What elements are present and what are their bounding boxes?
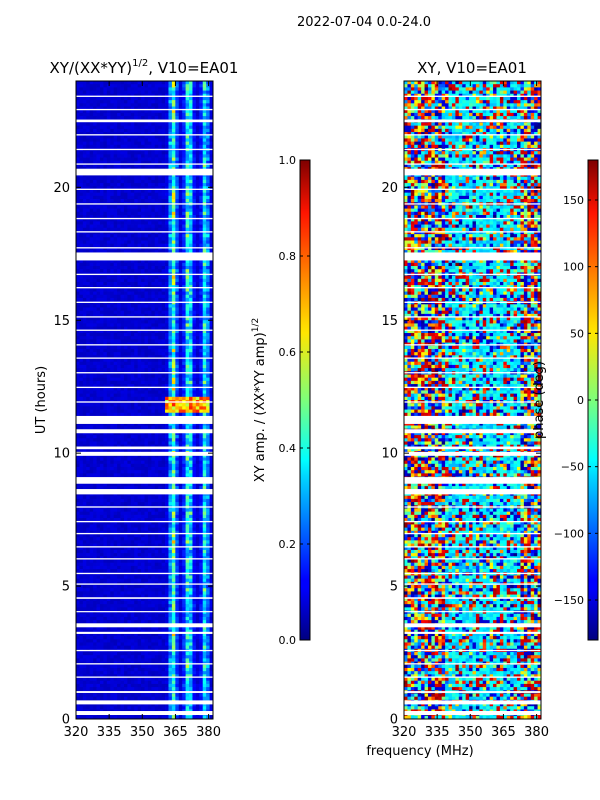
x-tick-label: 380 (196, 725, 221, 740)
colorbar-tick-label: 150 (563, 194, 584, 207)
x-tick-label: 365 (491, 725, 516, 740)
y-tick-label: 5 (62, 580, 70, 595)
colorbar-tick-label: 0.8 (279, 250, 297, 263)
colorbar-tick-label: 1.0 (279, 154, 297, 167)
amp-y-axis: 0 5 10 15 20 (53, 181, 213, 728)
colorbar-tick-label: −150 (554, 594, 584, 607)
x-tick-label: 335 (425, 725, 450, 740)
amp-colorbar-ticks: 0.0 0.2 0.4 0.6 0.8 1.0 (279, 154, 310, 647)
y-tick-label: 10 (53, 447, 70, 462)
phase-flagged-rows (404, 95, 541, 716)
colorbar-tick-label: 0.4 (279, 442, 297, 455)
phase-axes-frame (403, 80, 542, 720)
x-tick-label: 365 (163, 725, 188, 740)
amp-x-axis: 320 335 350 365 380 (64, 81, 221, 740)
y-tick-label: 0 (390, 713, 398, 728)
x-tick-label: 350 (130, 725, 155, 740)
y-tick-label: 15 (53, 314, 70, 329)
y-tick-label: 5 (390, 580, 398, 595)
phase-colorbar-label: phase (deg) (532, 361, 547, 439)
amp-panel-title: XY/(XX*YY)1/2, V10=EA01 (50, 58, 239, 77)
amp-colorbar (299, 159, 311, 641)
phase-panel-title: XY, V10=EA01 (417, 59, 527, 77)
amp-colorbar-label: XY amp. / (XX*YY amp)1/2 (251, 318, 268, 482)
y-tick-label: 10 (381, 447, 398, 462)
amp-y-axis-label: UT (hours) (34, 366, 49, 434)
y-tick-label: 20 (381, 181, 398, 196)
colorbar-tick-label: 0.6 (279, 346, 297, 359)
colorbar-tick-label: −50 (561, 461, 584, 474)
figure-suptitle: 2022-07-04 0.0-24.0 (297, 15, 431, 30)
colorbar-tick-label: 0.0 (279, 634, 297, 647)
phase-colorbar-ticks: −150 −100 −50 0 50 100 150 (554, 194, 598, 607)
phase-x-axis: 320 335 350 365 380 (392, 81, 549, 740)
x-tick-label: 380 (524, 725, 549, 740)
y-tick-label: 15 (381, 314, 398, 329)
colorbar-tick-label: −100 (554, 527, 584, 540)
x-tick-label: 320 (64, 725, 89, 740)
y-tick-label: 20 (53, 181, 70, 196)
x-tick-label: 320 (392, 725, 417, 740)
amp-axes-frame (75, 80, 214, 720)
y-tick-label: 0 (62, 713, 70, 728)
colorbar-tick-label: 100 (563, 261, 584, 274)
colorbar-tick-label: 0.2 (279, 538, 297, 551)
amp-flagged-rows (76, 95, 213, 716)
x-tick-label: 335 (97, 725, 122, 740)
colorbar-tick-label: 50 (570, 327, 584, 340)
colorbar-tick-label: 0 (577, 394, 584, 407)
x-tick-label: 350 (458, 725, 483, 740)
x-axis-label: frequency (MHz) (366, 744, 473, 759)
phase-heatmap (404, 81, 541, 719)
phase-y-axis: 0 5 10 15 20 (381, 181, 541, 728)
